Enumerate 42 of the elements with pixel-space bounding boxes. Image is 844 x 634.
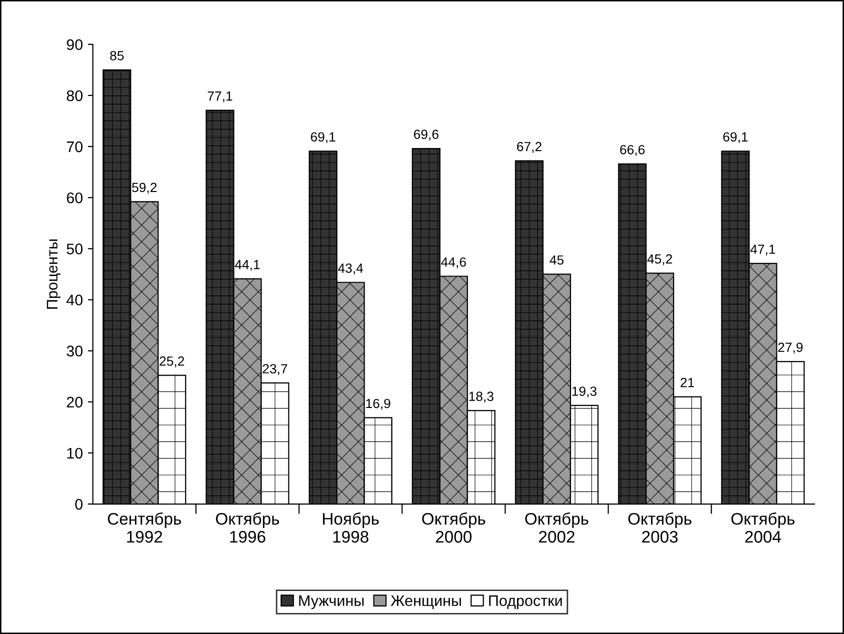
y-tick-label: 70 <box>66 141 83 152</box>
legend-label: Мужчины <box>299 595 364 610</box>
data-label: 16,9 <box>366 398 390 410</box>
x-tick-label: Октябрь 2004 <box>731 512 795 543</box>
x-tick-label: Октябрь 2003 <box>628 512 692 543</box>
y-axis-title: Проценты <box>46 240 61 309</box>
data-label: 66,6 <box>620 144 645 156</box>
y-tick-label: 0 <box>75 498 83 510</box>
data-label: 18,3 <box>469 392 494 403</box>
data-label: 69,6 <box>414 130 438 141</box>
data-label: 21 <box>680 378 694 388</box>
y-tick-label: 80 <box>66 90 83 102</box>
y-tick-label: 30 <box>66 346 83 356</box>
legend-label: Женщины <box>390 595 461 609</box>
data-label: 45 <box>550 255 564 265</box>
y-tick-label: 90 <box>66 39 83 50</box>
y-tick-label: 20 <box>66 396 83 408</box>
data-label: 43,4 <box>338 263 364 274</box>
legend-label: Подростки <box>489 595 562 610</box>
data-label: 77,1 <box>208 92 232 102</box>
data-label: 19,3 <box>572 386 596 398</box>
x-tick-label: Сентябрь 1992 <box>108 512 182 543</box>
data-label: 59,2 <box>132 182 157 194</box>
data-label: 27,9 <box>778 342 803 354</box>
x-tick-label: Октябрь 2000 <box>422 512 486 543</box>
data-label: 69,1 <box>310 132 336 144</box>
y-tick-label: 60 <box>66 192 83 204</box>
data-label: 23,7 <box>262 364 288 375</box>
data-label: 67,2 <box>517 142 542 153</box>
y-tick-label: 50 <box>66 244 83 254</box>
x-tick-label: Октябрь 1996 <box>216 512 280 543</box>
y-tick-label: 40 <box>66 294 83 306</box>
data-label: 45,2 <box>647 254 672 266</box>
data-label: 44,1 <box>234 260 260 271</box>
data-label: 69,1 <box>723 132 748 144</box>
data-label: 44,6 <box>441 257 466 268</box>
y-tick-label: 10 <box>67 448 83 459</box>
data-label: 47,1 <box>750 244 776 256</box>
x-tick-label: Ноябрь 1998 <box>323 512 379 543</box>
data-label: 85 <box>110 51 124 60</box>
x-tick-label: Октябрь 2002 <box>525 512 588 543</box>
data-label: 25,2 <box>160 356 184 368</box>
